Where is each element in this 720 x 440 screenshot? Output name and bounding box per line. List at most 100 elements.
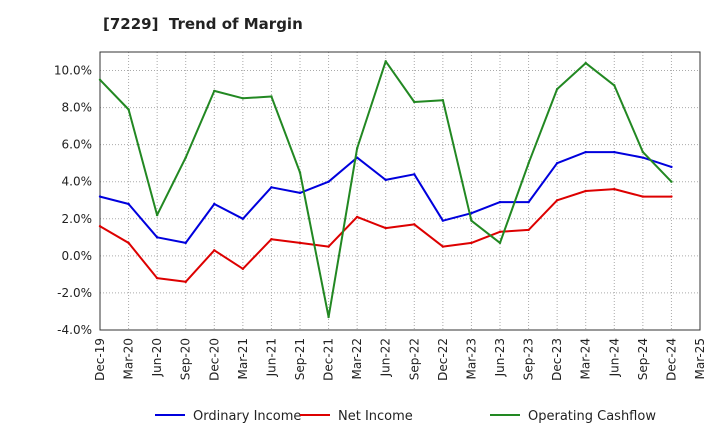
y-tick-label: 0.0% [62,249,93,263]
data-point-operating-cashflow [327,315,330,319]
data-point-net-income [641,195,645,198]
data-point-net-income [355,215,359,219]
data-point-ordinary-income [98,195,102,198]
x-tick-label: Sep-20 [179,338,193,380]
x-tick-label: Dec-19 [93,338,107,381]
data-point-operating-cashflow [670,180,673,183]
y-tick-label: 4.0% [62,175,93,189]
x-tick-label: Jun-22 [379,338,393,377]
x-tick-label: Mar-21 [236,338,250,379]
data-point-operating-cashflow [155,213,159,217]
x-tick-label: Jun-20 [150,338,164,377]
data-point-ordinary-income [241,217,245,220]
data-point-net-income [527,228,530,232]
data-point-ordinary-income [527,200,530,204]
x-tick-label: Mar-22 [350,338,364,379]
data-point-operating-cashflow [527,162,530,165]
data-point-net-income [98,225,102,228]
x-tick-label: Jun-24 [607,338,621,377]
data-point-net-income [413,223,416,226]
data-point-net-income [555,199,559,202]
data-point-operating-cashflow [413,100,416,104]
data-point-net-income [127,241,130,245]
y-tick-label: 6.0% [62,138,93,152]
data-point-ordinary-income [327,180,330,183]
data-point-net-income [155,276,159,280]
y-tick-label: 8.0% [62,101,93,115]
data-point-operating-cashflow [213,89,216,93]
x-tick-label: Dec-21 [322,338,336,381]
y-tick-label: -4.0% [57,323,92,337]
data-point-ordinary-income [670,165,673,169]
x-tick-label: Sep-23 [522,338,536,380]
legend-label: Operating Cashflow [528,409,656,424]
data-point-net-income [384,226,387,230]
data-point-operating-cashflow [241,97,245,100]
data-point-net-income [441,245,445,248]
data-point-operating-cashflow [441,98,445,102]
plot-border [99,51,701,331]
x-tick-label: Mar-25 [693,338,707,379]
data-point-operating-cashflow [298,171,302,174]
data-point-operating-cashflow [384,60,387,63]
data-point-ordinary-income [498,200,502,204]
data-point-ordinary-income [213,202,216,206]
x-tick-label: Dec-23 [550,338,564,381]
y-tick-label: -2.0% [57,286,92,300]
x-tick-label: Jun-23 [493,338,507,377]
x-tick-label: Dec-24 [664,338,678,381]
data-point-net-income [584,189,587,193]
data-point-ordinary-income [413,173,416,176]
chart-title: [7229] Trend of Margin [103,15,303,33]
data-point-operating-cashflow [641,150,645,154]
data-point-net-income [470,241,473,245]
x-tick-label: Mar-23 [464,338,478,379]
data-point-net-income [498,230,502,233]
data-point-net-income [270,237,273,241]
legend-label: Ordinary Income [193,409,301,424]
x-tick-label: Mar-20 [122,338,136,379]
data-point-ordinary-income [127,202,130,206]
data-point-operating-cashflow [184,156,187,159]
data-point-ordinary-income [270,186,273,189]
x-tick-label: Mar-24 [579,338,593,379]
data-point-net-income [241,267,245,271]
data-point-operating-cashflow [270,95,273,98]
data-point-ordinary-income [441,219,445,222]
x-tick-label: Sep-24 [636,338,650,380]
data-point-operating-cashflow [355,147,359,150]
data-point-ordinary-income [184,241,187,245]
data-point-operating-cashflow [613,84,616,87]
data-point-net-income [670,195,673,198]
data-point-ordinary-income [584,150,587,154]
x-tick-label: Sep-22 [407,338,421,380]
data-point-operating-cashflow [127,108,130,111]
x-tick-label: Dec-20 [207,338,221,381]
data-point-ordinary-income [298,191,302,195]
data-point-operating-cashflow [555,87,559,91]
x-tick-label: Jun-21 [264,338,278,377]
data-point-ordinary-income [155,236,159,239]
data-point-ordinary-income [613,150,616,154]
x-tick-label: Dec-22 [436,338,450,381]
data-point-operating-cashflow [584,61,587,65]
data-point-ordinary-income [555,162,559,165]
data-point-ordinary-income [384,178,387,182]
y-tick-label: 10.0% [54,64,92,78]
y-tick-label: 2.0% [62,212,93,226]
data-point-ordinary-income [470,212,473,215]
data-point-operating-cashflow [98,78,102,82]
data-point-operating-cashflow [498,241,502,245]
x-tick-label: Sep-21 [293,338,307,380]
series-line-operating-cashflow [99,60,673,318]
data-point-net-income [613,187,616,191]
data-point-operating-cashflow [470,219,473,222]
data-point-net-income [327,245,330,248]
data-point-ordinary-income [641,156,645,159]
data-point-net-income [184,280,187,284]
data-point-net-income [298,241,302,245]
legend-label: Net Income [338,409,413,424]
data-point-net-income [213,249,216,252]
